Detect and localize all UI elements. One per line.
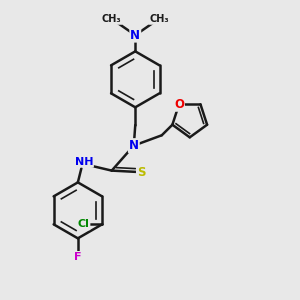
Text: F: F: [74, 252, 82, 262]
Text: S: S: [137, 166, 146, 178]
Text: O: O: [174, 98, 184, 111]
Text: CH₃: CH₃: [102, 14, 122, 24]
Text: Cl: Cl: [78, 219, 89, 229]
Text: NH: NH: [74, 157, 93, 167]
Text: N: N: [129, 139, 139, 152]
Text: N: N: [130, 29, 140, 42]
Text: CH₃: CH₃: [149, 14, 169, 24]
